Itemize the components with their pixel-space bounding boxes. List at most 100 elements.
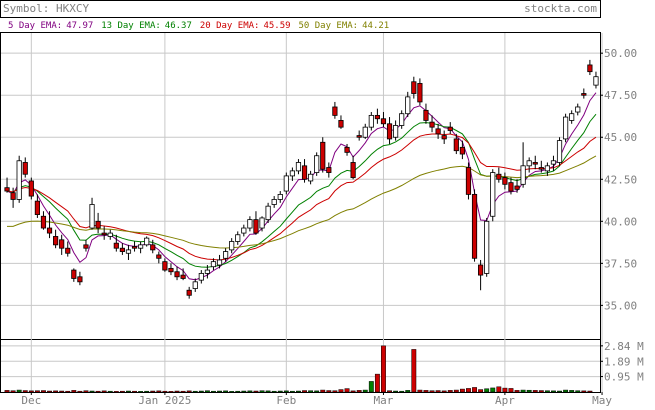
volume-bar <box>326 390 332 393</box>
volume-bar <box>423 390 429 393</box>
volume-bar <box>34 390 40 393</box>
candle-down <box>156 254 162 259</box>
volume-bar <box>235 390 241 393</box>
volume-bar <box>520 389 526 393</box>
volume-bar <box>113 391 119 393</box>
x-tick-label: Feb <box>276 394 296 406</box>
candle-down <box>453 138 459 152</box>
candle-down <box>34 200 40 215</box>
candle-down <box>386 123 393 140</box>
candle-up <box>550 160 557 165</box>
candle-down <box>10 192 16 200</box>
volume-bar <box>16 389 22 393</box>
candle-up <box>520 165 526 185</box>
volume-bar <box>253 390 259 393</box>
candle-up <box>204 269 210 274</box>
ema-line-2 <box>6 133 597 261</box>
volume-bar <box>362 389 368 393</box>
candle-up <box>241 227 247 234</box>
candle-down <box>514 185 520 190</box>
candle-down <box>46 227 53 234</box>
volume-bar <box>466 388 471 393</box>
volume-tick-label: 0.95 M <box>604 371 644 384</box>
candle-up <box>235 234 241 242</box>
candle-down <box>4 187 10 192</box>
candle-up <box>526 160 532 167</box>
candle-down <box>180 274 186 279</box>
volume-axis-labels: 2.84 M 1.89 M 0.95 M <box>600 340 644 384</box>
volume-bar <box>22 390 28 393</box>
candle-up <box>16 160 22 200</box>
volume-bar <box>53 390 59 393</box>
candle-up <box>484 220 490 274</box>
candle-up <box>277 194 283 200</box>
candle-up <box>308 173 314 182</box>
volume-bar <box>508 388 514 393</box>
candle-up <box>271 199 277 205</box>
candle-down <box>417 83 423 103</box>
candle-down <box>174 271 180 278</box>
candle-down <box>95 220 101 229</box>
candle-up <box>259 217 265 229</box>
volume-bar <box>435 390 441 393</box>
volume-bar <box>211 390 216 393</box>
candle-down <box>71 269 77 279</box>
candle-down <box>478 264 484 276</box>
volume-bar <box>283 390 289 393</box>
candle-up <box>198 273 204 281</box>
price-tick-label: 42.50 <box>604 173 637 186</box>
price-tick-label: 35.00 <box>604 299 637 312</box>
volume-bar <box>119 390 125 393</box>
x-tick-label: Apr <box>495 394 515 406</box>
volume-bar <box>526 389 532 393</box>
volume-bar <box>144 390 150 393</box>
volume-bar <box>10 390 16 393</box>
volume-bar <box>302 390 307 393</box>
candle-down <box>168 267 174 273</box>
candle-down <box>40 215 47 229</box>
volume-bar <box>265 390 271 393</box>
volume-bar <box>101 390 107 393</box>
volume-bar <box>544 390 550 393</box>
candle-up <box>399 113 405 126</box>
candle-up <box>107 232 113 237</box>
volume-bar <box>28 390 34 393</box>
candle-down <box>581 93 587 96</box>
price-axis-labels: 50.00 47.50 45.00 42.50 40.00 37.50 35.00 <box>600 47 637 312</box>
volume-bar <box>587 390 593 393</box>
candle-down <box>496 173 502 180</box>
volume-bar <box>271 390 277 393</box>
volume-panel <box>0 339 601 393</box>
volume-bar <box>350 390 356 393</box>
volume-bar <box>192 390 198 393</box>
volume-bar <box>204 390 210 393</box>
candle-down <box>119 247 125 252</box>
volume-bar <box>107 390 113 393</box>
candle-down <box>253 219 259 234</box>
candle-up <box>223 251 229 259</box>
candle-down <box>332 106 338 116</box>
candle-down <box>320 141 326 170</box>
candle-up <box>144 237 150 246</box>
candle-down <box>441 135 447 140</box>
volume-bar <box>399 390 405 393</box>
candle-down <box>435 128 441 135</box>
candle-up <box>405 96 411 115</box>
candle-up <box>247 219 253 229</box>
candle-up <box>490 172 496 217</box>
candle-down <box>465 167 472 195</box>
volume-bar <box>89 390 95 393</box>
volume-bar <box>484 388 490 393</box>
candle-down <box>53 236 59 246</box>
volume-bar <box>168 391 174 393</box>
candle-down <box>380 118 387 125</box>
price-tick-label: 40.00 <box>604 215 637 228</box>
volume-bar <box>447 390 453 393</box>
candle-down <box>186 289 192 296</box>
candle-down <box>83 244 89 249</box>
candle-up <box>544 165 550 172</box>
site-brand[interactable]: stockta.com <box>524 2 597 15</box>
candle-up <box>575 106 581 113</box>
volume-bar <box>277 390 283 393</box>
